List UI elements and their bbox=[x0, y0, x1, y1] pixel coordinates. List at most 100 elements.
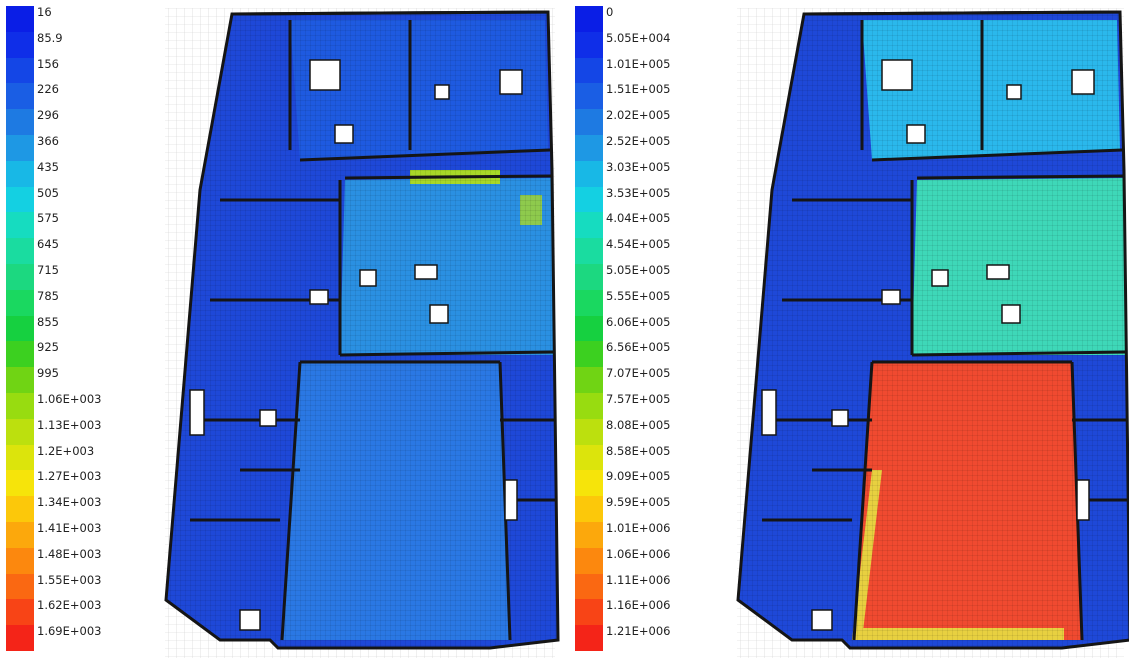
legend-label: 505 bbox=[37, 185, 59, 200]
legend-swatch bbox=[6, 625, 34, 651]
legend-entry: 1.41E+003 bbox=[6, 521, 101, 548]
legend-entry: 645 bbox=[6, 238, 101, 264]
legend-swatch bbox=[6, 418, 34, 445]
column-opening bbox=[881, 59, 913, 91]
legend-right: 0 5.05E+004 1.01E+005 1.51E+005 2.02E+005 2.5… bbox=[575, 6, 670, 651]
legend-label: 5.05E+004 bbox=[606, 30, 671, 45]
legend-entry: 925 bbox=[6, 341, 101, 368]
legend-swatch bbox=[6, 547, 34, 574]
legend-swatch bbox=[6, 289, 34, 316]
legend-label: 8.08E+005 bbox=[606, 417, 671, 432]
column-opening bbox=[309, 289, 329, 305]
legend-label: 1.48E+003 bbox=[37, 546, 102, 561]
legend-entry: 8.08E+005 bbox=[575, 417, 671, 445]
legend-swatch bbox=[575, 547, 603, 574]
legend-swatch bbox=[575, 470, 603, 497]
legend-label: 9.09E+005 bbox=[606, 469, 671, 484]
legend-label: 1.06E+003 bbox=[37, 391, 102, 406]
legend-swatch bbox=[6, 134, 34, 161]
legend-entry: 1.13E+003 bbox=[6, 418, 101, 445]
column-opening bbox=[986, 264, 1010, 280]
column-opening bbox=[334, 124, 354, 144]
legend-entry: 366 bbox=[6, 134, 101, 161]
legend-entry: 4.54E+005 bbox=[575, 238, 670, 264]
legend-entry: 1.06E+006 bbox=[575, 547, 670, 574]
legend-entry: 296 bbox=[6, 109, 101, 135]
column-opening bbox=[881, 289, 901, 305]
legend-swatch bbox=[575, 599, 603, 626]
legend-label: 1.51E+005 bbox=[606, 82, 671, 97]
legend-swatch bbox=[575, 367, 603, 393]
legend-label: 4.04E+005 bbox=[606, 211, 671, 226]
legend-swatch bbox=[6, 521, 34, 548]
legend-entry: 3.53E+005 bbox=[575, 186, 670, 213]
legend-swatch bbox=[6, 109, 34, 135]
legend-entry: 7.57E+005 bbox=[575, 392, 670, 419]
legend-label: 1.2E+003 bbox=[37, 443, 95, 458]
column-opening bbox=[189, 389, 205, 436]
legend-entry: 5.05E+005 bbox=[575, 263, 670, 290]
legend-swatch bbox=[575, 186, 603, 213]
legend-entry: 1.69E+003 bbox=[6, 625, 101, 651]
legend-swatch bbox=[575, 315, 603, 342]
legend-label: 1.69E+003 bbox=[37, 624, 102, 639]
legend-entry: 1.06E+003 bbox=[6, 391, 102, 419]
legend-swatch bbox=[575, 57, 603, 84]
legend-swatch bbox=[6, 186, 34, 213]
legend-entry: 156 bbox=[6, 56, 101, 84]
legend-entry: 0 bbox=[575, 6, 670, 32]
legend-label: 1.01E+006 bbox=[606, 520, 671, 535]
legend-entry: 5.55E+005 bbox=[575, 289, 670, 316]
legend-label: 3.03E+005 bbox=[606, 159, 671, 174]
legend-entry: 8.58E+005 bbox=[575, 443, 671, 471]
legend-entry: 226 bbox=[6, 83, 101, 110]
legend-swatch bbox=[6, 496, 34, 522]
legend-entry: 9.59E+005 bbox=[575, 496, 670, 522]
legend-swatch bbox=[6, 31, 34, 58]
legend-swatch bbox=[575, 212, 603, 239]
mesh-overlay bbox=[166, 12, 558, 648]
legend-entry: 1.62E+003 bbox=[6, 598, 102, 626]
column-opening bbox=[931, 269, 949, 287]
legend-entry: 1.16E+006 bbox=[575, 599, 670, 626]
column-opening bbox=[414, 264, 438, 280]
legend-swatch bbox=[6, 263, 34, 290]
legend-swatch bbox=[575, 238, 603, 264]
legend-label: 1.21E+006 bbox=[606, 624, 671, 639]
legend-label: 855 bbox=[37, 314, 59, 329]
column-opening bbox=[239, 609, 261, 631]
legend-entry: 1.2E+003 bbox=[6, 443, 101, 471]
legend-swatch bbox=[575, 625, 603, 651]
wall bbox=[299, 148, 551, 162]
wall bbox=[852, 361, 874, 641]
legend-entry: 2.52E+005 bbox=[575, 134, 670, 161]
legend-label: 156 bbox=[37, 56, 59, 71]
legend-label: 296 bbox=[37, 108, 59, 123]
wall bbox=[339, 350, 556, 357]
legend-label: 1.01E+005 bbox=[606, 56, 671, 71]
legend-entry: 3.03E+005 bbox=[575, 159, 671, 187]
legend-entry: 9.09E+005 bbox=[575, 469, 671, 497]
legend-swatch bbox=[6, 212, 34, 239]
legend-entry: 7.07E+005 bbox=[575, 367, 670, 393]
wall bbox=[344, 174, 553, 180]
legend-entry: 995 bbox=[6, 367, 101, 393]
legend-swatch bbox=[575, 341, 603, 368]
column-opening bbox=[811, 609, 833, 631]
legend-label: 1.62E+003 bbox=[37, 598, 102, 613]
legend-label: 575 bbox=[37, 211, 59, 226]
legend-entry: 85.9 bbox=[6, 31, 101, 58]
legend-entry: 1.48E+003 bbox=[6, 546, 102, 574]
legend-swatch bbox=[575, 418, 603, 445]
wall bbox=[280, 361, 302, 641]
legend-label: 8.58E+005 bbox=[606, 443, 671, 458]
legend-label: 715 bbox=[37, 262, 59, 277]
legend-swatch bbox=[575, 83, 603, 110]
legend-entry: 16 bbox=[6, 6, 101, 32]
legend-label: 1.27E+003 bbox=[37, 469, 102, 484]
legend-swatch bbox=[6, 57, 34, 84]
legend-swatch bbox=[575, 109, 603, 135]
legend-swatch bbox=[575, 160, 603, 187]
legend-entry: 505 bbox=[6, 185, 101, 213]
legend-entry: 715 bbox=[6, 262, 101, 290]
